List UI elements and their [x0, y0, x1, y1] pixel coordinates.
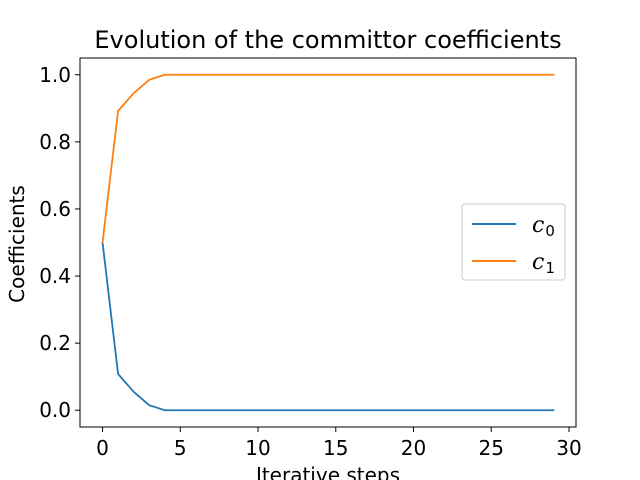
legend-label-c0: c0 — [532, 213, 555, 240]
legend-label-subscript: 0 — [545, 222, 555, 240]
x-tick-label: 15 — [323, 436, 348, 460]
x-tick-label: 25 — [479, 436, 504, 460]
y-tick-label: 0.0 — [39, 398, 71, 422]
legend-label-c1: c1 — [532, 250, 555, 277]
x-tick-label: 30 — [556, 436, 581, 460]
y-tick-label: 0.4 — [39, 264, 71, 288]
y-tick-label: 1.0 — [39, 63, 71, 87]
x-axis-title: Iterative steps — [256, 463, 400, 480]
x-tick-label: 20 — [401, 436, 426, 460]
x-tick-label: 5 — [174, 436, 187, 460]
x-axis: 0 5 10 15 20 25 30 — [96, 427, 582, 460]
legend-label-subscript: 1 — [545, 259, 555, 277]
legend-label-base: c — [532, 213, 544, 238]
plot-frame — [79, 57, 577, 428]
series-line-c1 — [101, 73, 555, 244]
plot-area — [79, 57, 577, 428]
y-tick-label: 0.2 — [39, 331, 71, 355]
x-tick-label: 10 — [245, 436, 270, 460]
series-layer — [101, 73, 555, 412]
y-tick-label: 0.6 — [39, 197, 71, 221]
series-line-c0 — [101, 241, 555, 412]
legend-label-base: c — [532, 250, 544, 275]
chart-title: Evolution of the committor coefficients — [94, 26, 561, 54]
x-tick-label: 0 — [96, 436, 109, 460]
y-tick-label: 0.8 — [39, 130, 71, 154]
y-axis-title: Coefficients — [5, 185, 29, 303]
y-axis: 0.0 0.2 0.4 0.6 0.8 1.0 — [39, 63, 80, 422]
